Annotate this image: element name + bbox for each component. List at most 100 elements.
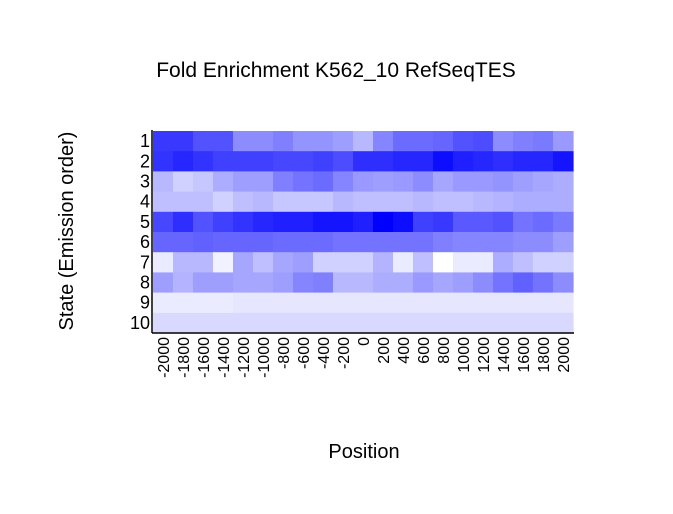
- heatmap-cell: [313, 252, 334, 273]
- heatmap-cell: [153, 211, 174, 233]
- heatmap-cell: [293, 151, 314, 172]
- heatmap-cell: [333, 131, 354, 152]
- heatmap-cell: [513, 312, 534, 334]
- heatmap-cell: [353, 312, 374, 334]
- heatmap-cell: [453, 272, 474, 294]
- heatmap-cell: [553, 211, 574, 233]
- heatmap-cell: [473, 252, 494, 273]
- heatmap-cell: [453, 211, 474, 233]
- heatmap-cell: [253, 131, 274, 152]
- heatmap-cell: [313, 191, 334, 213]
- heatmap-cell: [453, 131, 474, 152]
- heatmap-cell: [513, 211, 534, 233]
- heatmap-cell: [473, 171, 494, 193]
- heatmap-cell: [533, 292, 554, 314]
- heatmap-cell: [433, 252, 454, 273]
- heatmap-cell: [413, 151, 434, 172]
- heatmap-cell: [253, 252, 274, 273]
- heatmap-cell: [413, 252, 434, 273]
- heatmap-cell: [173, 232, 194, 253]
- heatmap-cell: [213, 252, 234, 273]
- heatmap-cell: [473, 211, 494, 233]
- heatmap-cell: [213, 131, 234, 152]
- heatmap-cell: [233, 312, 254, 334]
- heatmap-cell: [173, 171, 194, 193]
- heatmap-cell: [173, 211, 194, 233]
- heatmap-cell: [173, 191, 194, 213]
- heatmap-cell: [533, 131, 554, 152]
- heatmap-cell: [173, 272, 194, 294]
- heatmap-cell: [333, 272, 354, 294]
- x-tick-label: -1600: [196, 337, 213, 378]
- heatmap-cell: [513, 292, 534, 314]
- heatmap-cell: [413, 292, 434, 314]
- heatmap-cell: [393, 312, 414, 334]
- heatmap-cell: [553, 151, 574, 172]
- heatmap-cell: [393, 131, 414, 152]
- heatmap-cell: [353, 252, 374, 273]
- heatmap-cell: [253, 191, 274, 213]
- heatmap-cell: [453, 171, 474, 193]
- heatmap-cell: [353, 211, 374, 233]
- heatmap-cell: [553, 191, 574, 213]
- x-tick-label: 1400: [496, 337, 513, 373]
- heatmap-cell: [273, 272, 294, 294]
- heatmap-cell: [273, 312, 294, 334]
- heatmap-cell: [273, 252, 294, 273]
- heatmap-cell: [333, 211, 354, 233]
- heatmap-cell: [313, 232, 334, 253]
- heatmap-cell: [333, 191, 354, 213]
- heatmap-cells: [153, 131, 574, 334]
- x-tick-label: -1400: [216, 337, 233, 378]
- heatmap-cell: [313, 131, 334, 152]
- heatmap-cell: [473, 292, 494, 314]
- heatmap-cell: [493, 232, 514, 253]
- heatmap-cell: [253, 272, 274, 294]
- heatmap-cell: [553, 272, 574, 294]
- heatmap-cell: [393, 211, 414, 233]
- heatmap-cell: [353, 191, 374, 213]
- heatmap-cell: [173, 151, 194, 172]
- x-tick-label: 0: [356, 337, 373, 346]
- heatmap-cell: [373, 151, 394, 172]
- heatmap-cell: [493, 131, 514, 152]
- heatmap-cell: [493, 171, 514, 193]
- heatmap-cell: [273, 211, 294, 233]
- heatmap-cell: [353, 232, 374, 253]
- heatmap-cell: [333, 232, 354, 253]
- heatmap-cell: [413, 272, 434, 294]
- heatmap-cell: [213, 211, 234, 233]
- heatmap-cell: [553, 292, 574, 314]
- heatmap-cell: [273, 131, 294, 152]
- heatmap-cell: [493, 191, 514, 213]
- heatmap-cell: [413, 131, 434, 152]
- heatmap-cell: [533, 272, 554, 294]
- heatmap-cell: [273, 171, 294, 193]
- y-tick-label: 8: [140, 273, 150, 293]
- heatmap-cell: [413, 232, 434, 253]
- heatmap-cell: [433, 171, 454, 193]
- heatmap-cell: [373, 131, 394, 152]
- x-tick-label: -800: [276, 337, 293, 369]
- heatmap-cell: [393, 232, 414, 253]
- heatmap-cell: [353, 171, 374, 193]
- heatmap-cell: [513, 131, 534, 152]
- heatmap-cell: [233, 232, 254, 253]
- heatmap-cell: [333, 171, 354, 193]
- heatmap-cell: [413, 211, 434, 233]
- heatmap-cell: [253, 292, 274, 314]
- y-tick-label: 3: [140, 172, 150, 192]
- x-tick-label: 1000: [456, 337, 473, 373]
- heatmap-cell: [533, 191, 554, 213]
- heatmap-cell: [433, 292, 454, 314]
- heatmap-cell: [433, 151, 454, 172]
- heatmap-cell: [533, 151, 554, 172]
- heatmap-cell: [333, 252, 354, 273]
- heatmap-cell: [433, 211, 454, 233]
- x-tick-label: -600: [296, 337, 313, 369]
- heatmap-cell: [393, 252, 414, 273]
- heatmap-cell: [453, 232, 474, 253]
- x-tick-label: 800: [436, 337, 453, 364]
- heatmap-cell: [533, 211, 554, 233]
